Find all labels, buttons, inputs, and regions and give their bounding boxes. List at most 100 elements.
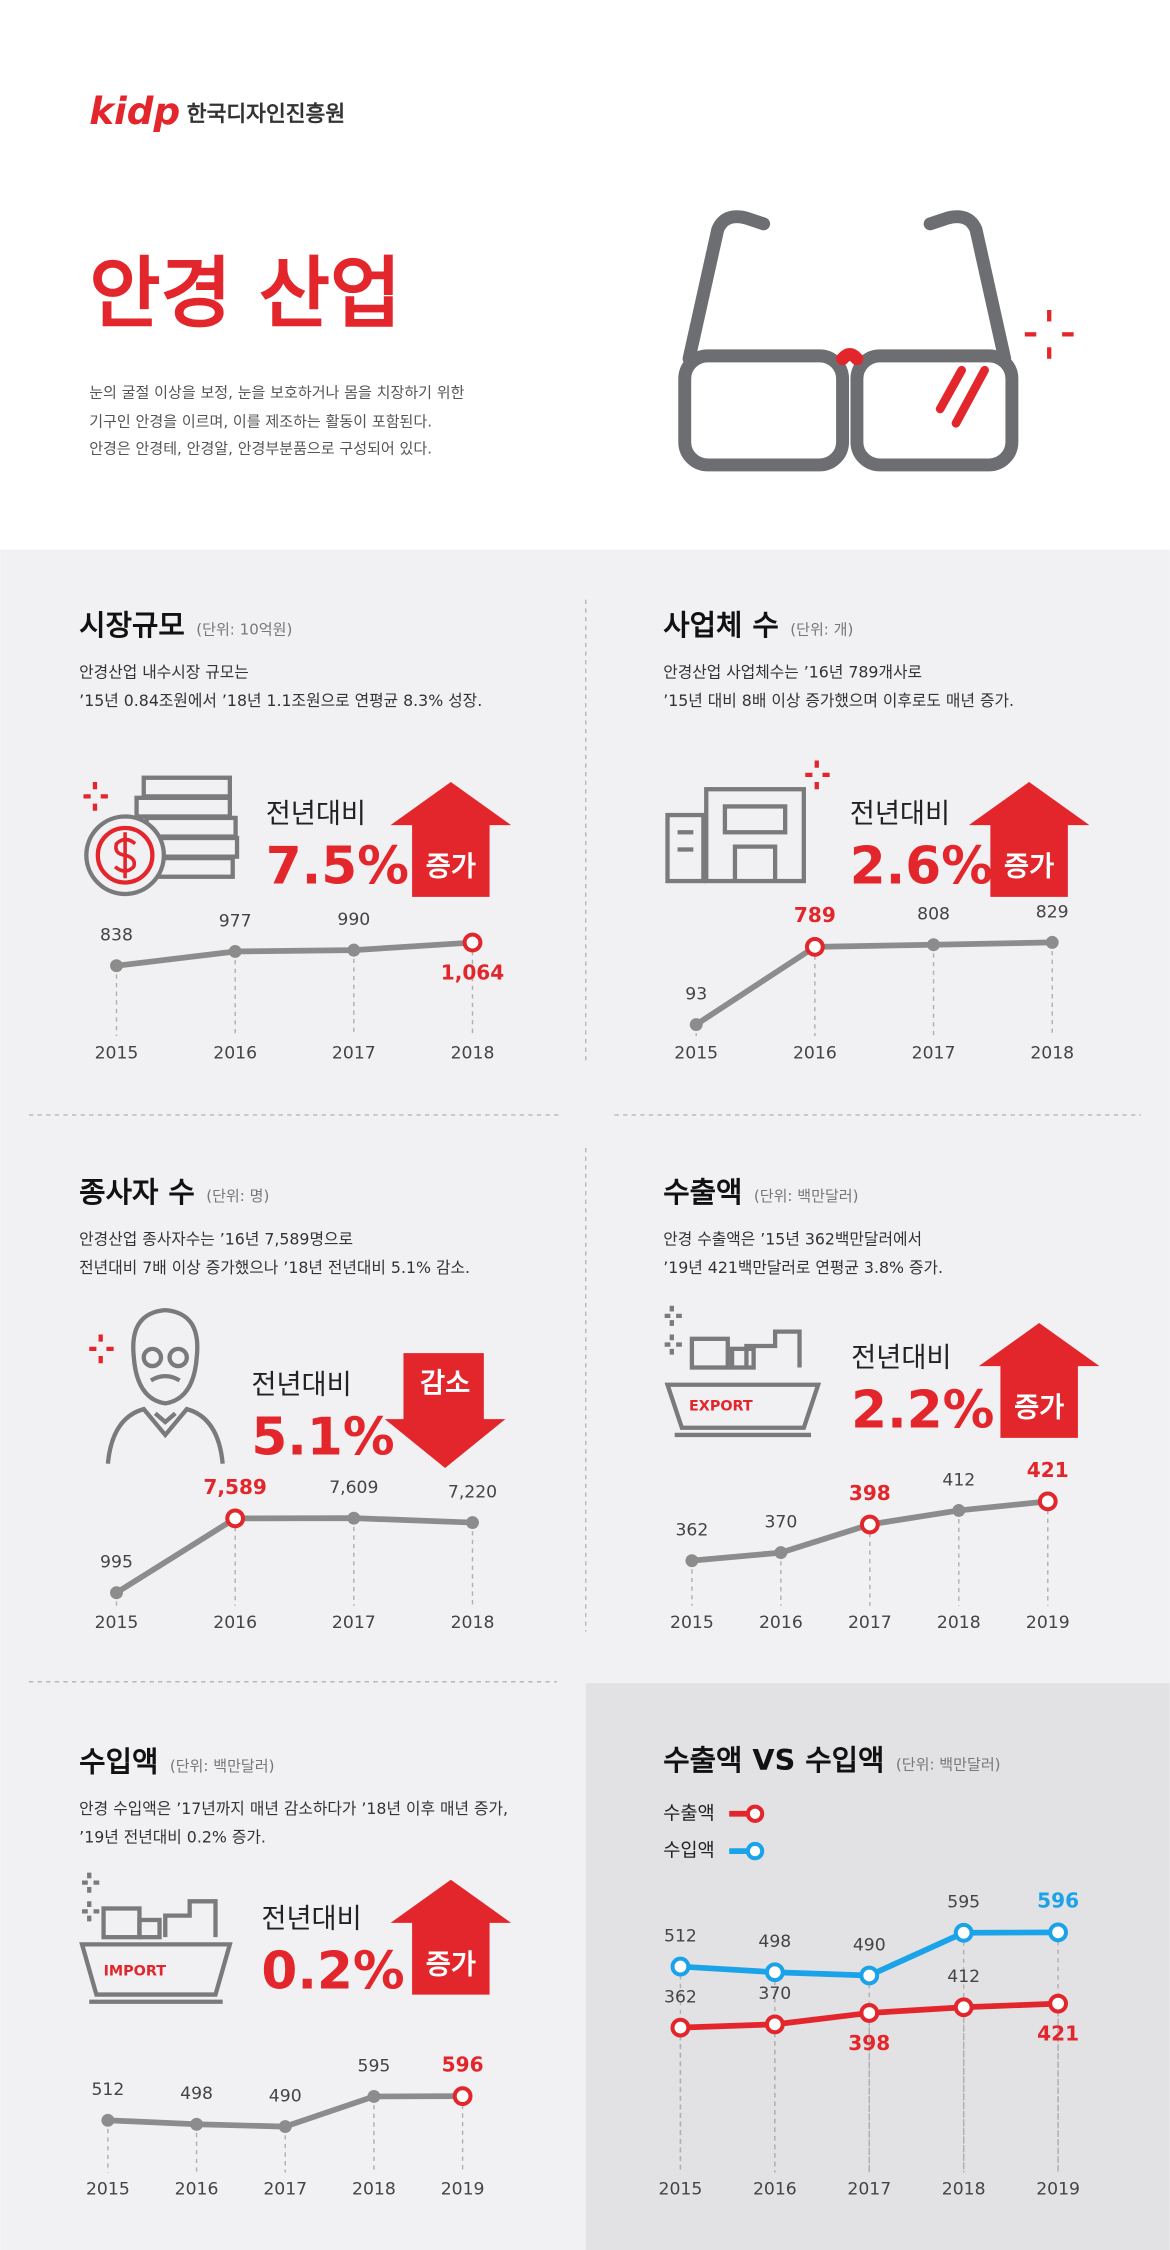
value-label: 995 (100, 1553, 133, 1573)
bridge (836, 348, 864, 366)
data-point (347, 943, 361, 957)
x-tick-label: 2017 (332, 1043, 376, 1063)
x-tick-label: 2015 (674, 1043, 718, 1063)
chart-title: 사업체 수 (663, 608, 779, 642)
x-tick-label: 2018 (937, 1613, 981, 1633)
temple (682, 210, 771, 366)
x-tick-label: 2018 (352, 2180, 396, 2200)
value-label: 370 (758, 1984, 791, 2004)
chart-title: 수출액 VS 수입액 (663, 1743, 884, 1777)
x-tick-label: 2019 (1036, 2180, 1080, 2200)
series-line (694, 939, 1053, 1027)
org-name: 한국디자인진흥원 (187, 102, 345, 127)
header-bg (0, 0, 1170, 550)
chart-description: 안경산업 사업체수는 ’16년 789개사로 (663, 662, 922, 681)
page-title: 안경 산업 (89, 249, 401, 339)
icon-label: IMPORT (104, 1964, 167, 1980)
chart-description: 안경산업 종사자수는 ’16년 7,589명으로 (79, 1229, 353, 1248)
lens (850, 349, 1019, 472)
value-label: 93 (685, 984, 707, 1004)
change-label: 전년대비 (851, 1342, 951, 1373)
header-text: 눈의 굴절 이상을 보정, 눈을 보호하거나 몸을 치장하기 위한 (89, 384, 464, 402)
data-point (101, 2113, 115, 2127)
x-tick-label: 2015 (659, 2180, 703, 2200)
data-point (225, 1508, 246, 1529)
chart-subtitle: (단위: 10억원) (196, 620, 292, 638)
data-point (764, 1962, 785, 1983)
data-point (278, 2120, 292, 2134)
x-tick-label: 2016 (753, 2180, 797, 2200)
header-text: 기구인 안경을 이르며, 이를 제조하는 활동이 포함된다. (89, 412, 432, 430)
chart-description: ’15년 대비 8배 이상 증가했으며 이후로도 매년 증가. (663, 691, 1014, 710)
value-label: 596 (1037, 1889, 1079, 1913)
chart-subtitle: (단위: 백만달러) (754, 1187, 859, 1205)
x-tick-label: 2018 (1030, 1043, 1074, 1063)
value-label: 789 (794, 903, 836, 927)
data-point (466, 1516, 479, 1530)
data-point (859, 2003, 880, 2023)
change-label: 전년대비 (266, 799, 366, 830)
chart-title: 종사자 수 (79, 1175, 195, 1209)
value-label: 412 (942, 1470, 975, 1490)
temple (923, 210, 1012, 366)
value-label: 7,589 (203, 1475, 267, 1499)
change-direction: 증가 (1004, 852, 1054, 883)
value-label: 498 (180, 2084, 213, 2104)
series-line (114, 1515, 473, 1596)
x-tick-label: 2017 (848, 1613, 892, 1633)
change-label: 전년대비 (850, 799, 950, 830)
data-point (670, 1956, 691, 1977)
legend-label: 수입액 (663, 1841, 714, 1862)
change-value: 2.2% (851, 1380, 994, 1440)
value-label: 7,609 (329, 1478, 378, 1498)
value-label: 829 (1036, 902, 1069, 922)
chart-subtitle: (단위: 개) (790, 620, 853, 638)
x-tick-label: 2017 (912, 1043, 956, 1063)
data-point (953, 1997, 974, 2018)
value-label: 370 (764, 1512, 797, 1532)
chart-description: 안경 수출액은 ’15년 362백만달러에서 (663, 1229, 922, 1248)
value-label: 362 (664, 1987, 697, 2007)
header-text: 안경은 안경테, 안경알, 안경부분품으로 구성되어 있다. (89, 440, 432, 458)
value-label: 362 (675, 1521, 708, 1541)
separators (28, 599, 1142, 1683)
data-point (452, 2086, 473, 2107)
icon-label: EXPORT (689, 1398, 753, 1414)
change-label: 전년대비 (261, 1903, 361, 1934)
data-point (859, 1965, 880, 1986)
data-point (764, 2014, 785, 2035)
value-label: 977 (219, 911, 252, 931)
chart-subtitle: (단위: 명) (206, 1187, 269, 1205)
change-arrow (968, 782, 1090, 897)
data-point (367, 2090, 381, 2103)
change-value: 5.1% (251, 1408, 394, 1468)
value-label: 595 (357, 2056, 390, 2076)
legend-label: 수출액 (663, 1803, 714, 1824)
value-label: 596 (442, 2053, 484, 2077)
data-point (1045, 935, 1059, 949)
value-label: 412 (947, 1967, 980, 1987)
data-point (670, 2017, 691, 2038)
change-arrow (390, 782, 512, 897)
chart-description: ’15년 0.84조원에서 ’18년 1.1조원으로 연평균 8.3% 성장. (79, 691, 482, 710)
x-tick-label: 2015 (86, 2180, 130, 2200)
data-point (952, 1503, 966, 1517)
change-direction: 증가 (426, 1949, 476, 1980)
chart-title: 수입액 (79, 1745, 158, 1779)
shine (951, 365, 989, 428)
value-label: 421 (1037, 2022, 1079, 2046)
lens (678, 349, 850, 472)
chart-title: 수출액 (663, 1175, 742, 1209)
change-value: 2.6% (850, 837, 993, 897)
chart-description: 안경 수입액은 ’17년까지 매년 감소하다가 ’18년 이후 매년 증가, (79, 1799, 508, 1818)
data-point (859, 1514, 880, 1535)
data-point (953, 1922, 974, 1943)
x-tick-label: 2015 (670, 1613, 714, 1633)
x-tick-label: 2015 (95, 1043, 139, 1063)
value-label: 490 (853, 1935, 886, 1955)
value-label: 990 (337, 910, 370, 930)
value-label: 838 (100, 926, 133, 946)
chart-subtitle: (단위: 백만달러) (170, 1757, 275, 1775)
chart-description: ’19년 전년대비 0.2% 증가. (79, 1828, 266, 1847)
